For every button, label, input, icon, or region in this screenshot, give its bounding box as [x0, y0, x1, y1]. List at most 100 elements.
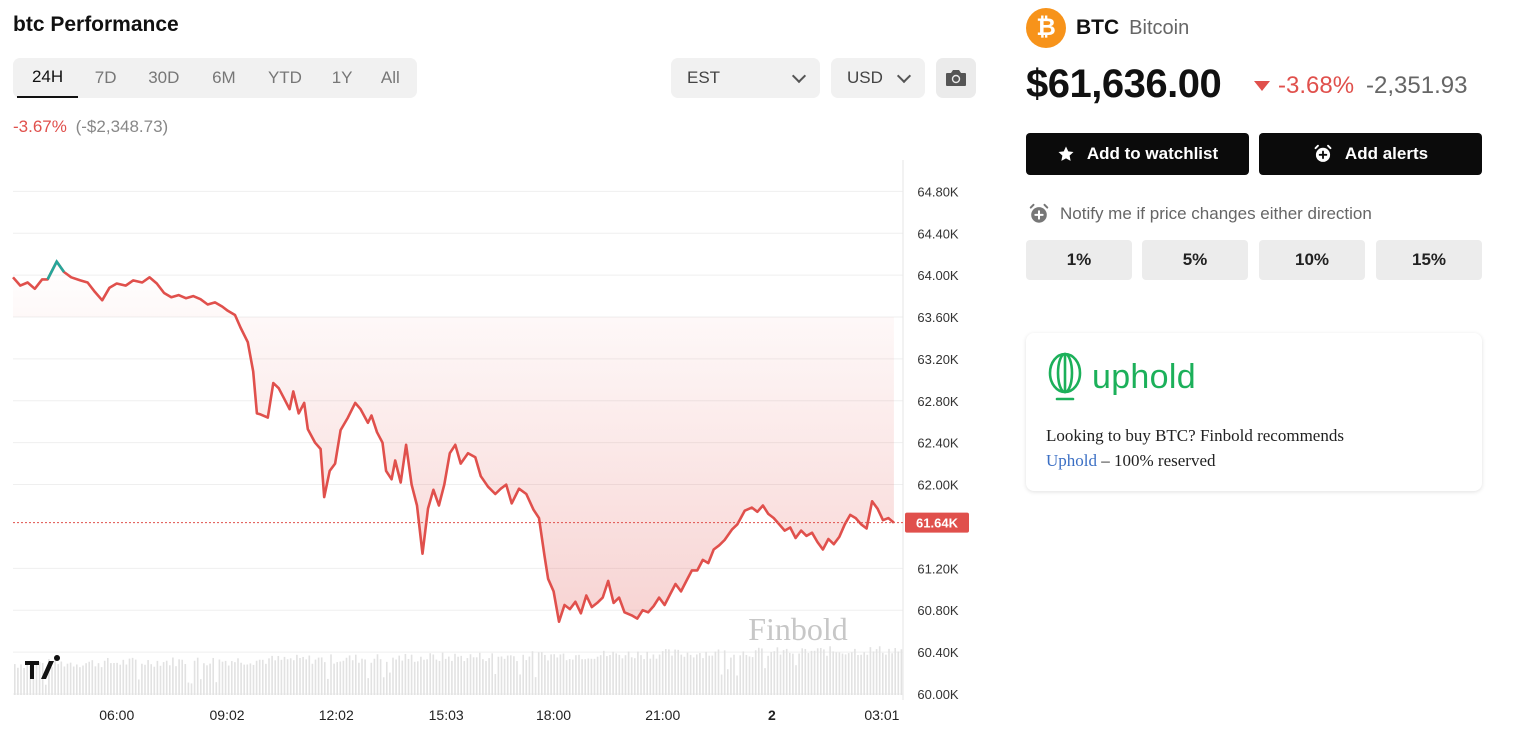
- currency-select[interactable]: USD: [831, 58, 925, 98]
- volume-bar: [370, 662, 373, 695]
- volume-bar: [386, 661, 388, 695]
- volume-bar: [758, 647, 760, 695]
- volume-bar: [252, 664, 255, 695]
- volume-bar: [246, 664, 249, 695]
- volume-bar: [528, 656, 531, 695]
- range-tab-24h[interactable]: 24H: [17, 58, 79, 98]
- volume-bar: [472, 657, 475, 695]
- volume-bar: [237, 658, 239, 695]
- volume-bar: [107, 657, 109, 695]
- volume-bar: [420, 656, 422, 695]
- volume-bar: [500, 656, 503, 695]
- volume-bar: [882, 652, 884, 695]
- volume-bar: [581, 659, 583, 695]
- volume-bar: [807, 653, 810, 695]
- range-tab-ytd[interactable]: YTD: [267, 68, 302, 87]
- volume-bar: [280, 659, 283, 695]
- volume-bar: [330, 654, 332, 695]
- volume-bar: [451, 660, 453, 695]
- volume-bar: [705, 651, 707, 695]
- volume-bar: [559, 654, 562, 695]
- volume-bar: [417, 661, 419, 695]
- volume-bar: [128, 658, 131, 695]
- range-tab-7d[interactable]: 7D: [94, 68, 117, 87]
- volume-bar: [587, 658, 590, 695]
- volume-bar: [562, 653, 565, 695]
- sponsor-card[interactable]: uphold Looking to buy BTC? Finbold recom…: [1026, 333, 1482, 491]
- volume-bar: [66, 663, 69, 695]
- volume-bar: [683, 656, 686, 695]
- volume-bar: [448, 656, 450, 695]
- uphold-link[interactable]: Uphold: [1046, 451, 1097, 470]
- range-tab-1y[interactable]: 1Y: [331, 68, 353, 87]
- add-alerts-button[interactable]: Add alerts: [1259, 133, 1482, 175]
- volume-bar: [373, 658, 376, 695]
- volume-bar: [184, 664, 187, 695]
- y-tick-label: 60.80K: [917, 603, 959, 618]
- volume-bar: [671, 655, 673, 695]
- uphold-wordmark: uphold: [1092, 357, 1196, 396]
- volume-bar: [314, 659, 317, 695]
- uphold-logo[interactable]: uphold: [1046, 351, 1196, 403]
- volume-bar: [541, 652, 543, 695]
- volume-bar: [556, 657, 559, 695]
- volume-bar: [751, 657, 754, 695]
- volume-bar: [209, 663, 211, 695]
- volume-bar: [48, 659, 50, 695]
- volume-bar: [754, 650, 757, 695]
- volume-bar: [900, 649, 903, 695]
- volume-bar: [897, 651, 900, 695]
- notify-option-1[interactable]: 1%: [1026, 240, 1132, 280]
- volume-bar: [308, 655, 311, 695]
- volume-bar: [141, 663, 143, 695]
- price-chart[interactable]: Finbold 64.80K 64.40K 64.00K 63.60K 63.20K 62.…: [0, 150, 1000, 740]
- volume-bar: [206, 665, 208, 695]
- volume-bar: [51, 667, 53, 695]
- volume-bar: [91, 660, 94, 695]
- tradingview-logo-icon: [25, 655, 61, 679]
- volume-bar: [299, 657, 301, 695]
- volume-bar: [212, 657, 214, 695]
- volume-bar: [776, 647, 779, 695]
- volume-bar: [355, 654, 357, 695]
- volume-bar: [361, 658, 363, 695]
- timezone-value: EST: [687, 68, 721, 87]
- volume-bar: [646, 651, 648, 695]
- volume-bar: [429, 653, 431, 695]
- volume-bar: [162, 662, 165, 695]
- volume-bar: [578, 654, 580, 695]
- volume-bar: [187, 682, 190, 695]
- range-tab-all[interactable]: All: [380, 68, 400, 87]
- range-tab-6m[interactable]: 6M: [212, 68, 236, 87]
- volume-bar: [792, 653, 794, 695]
- volume-bar: [76, 664, 78, 695]
- alarm-clock-icon: [1314, 144, 1332, 162]
- screenshot-button[interactable]: [936, 58, 976, 98]
- current-price-badge: [905, 512, 969, 533]
- volume-bar: [485, 661, 487, 695]
- volume-bar: [745, 654, 748, 695]
- volume-bar: [153, 666, 156, 695]
- volume-bar: [221, 661, 224, 695]
- notify-option-10[interactable]: 10%: [1259, 240, 1365, 280]
- volume-bar: [894, 648, 896, 695]
- volume-bar: [175, 666, 177, 695]
- volume-bar: [677, 649, 679, 695]
- notify-option-15[interactable]: 15%: [1376, 240, 1482, 280]
- time-range-tabs: 24H 7D 30D 6M YTD 1Y All: [13, 58, 417, 98]
- volume-bar: [702, 658, 704, 695]
- volume-bar: [454, 653, 456, 695]
- y-tick-label: 60.00K: [917, 687, 959, 702]
- volume-bar: [782, 650, 785, 695]
- volume-bar: [510, 655, 512, 695]
- volume-bar: [45, 684, 47, 695]
- volume-bar: [249, 663, 252, 695]
- volume-bar: [674, 649, 676, 695]
- notify-option-5[interactable]: 5%: [1142, 240, 1248, 280]
- timezone-select[interactable]: EST: [671, 58, 820, 98]
- range-tab-30d[interactable]: 30D: [148, 68, 180, 87]
- performance-change-abs: (-$2,348.73): [75, 117, 169, 136]
- volume-bar: [423, 659, 425, 695]
- add-to-watchlist-button[interactable]: Add to watchlist: [1026, 133, 1249, 175]
- star-icon: [1058, 146, 1074, 161]
